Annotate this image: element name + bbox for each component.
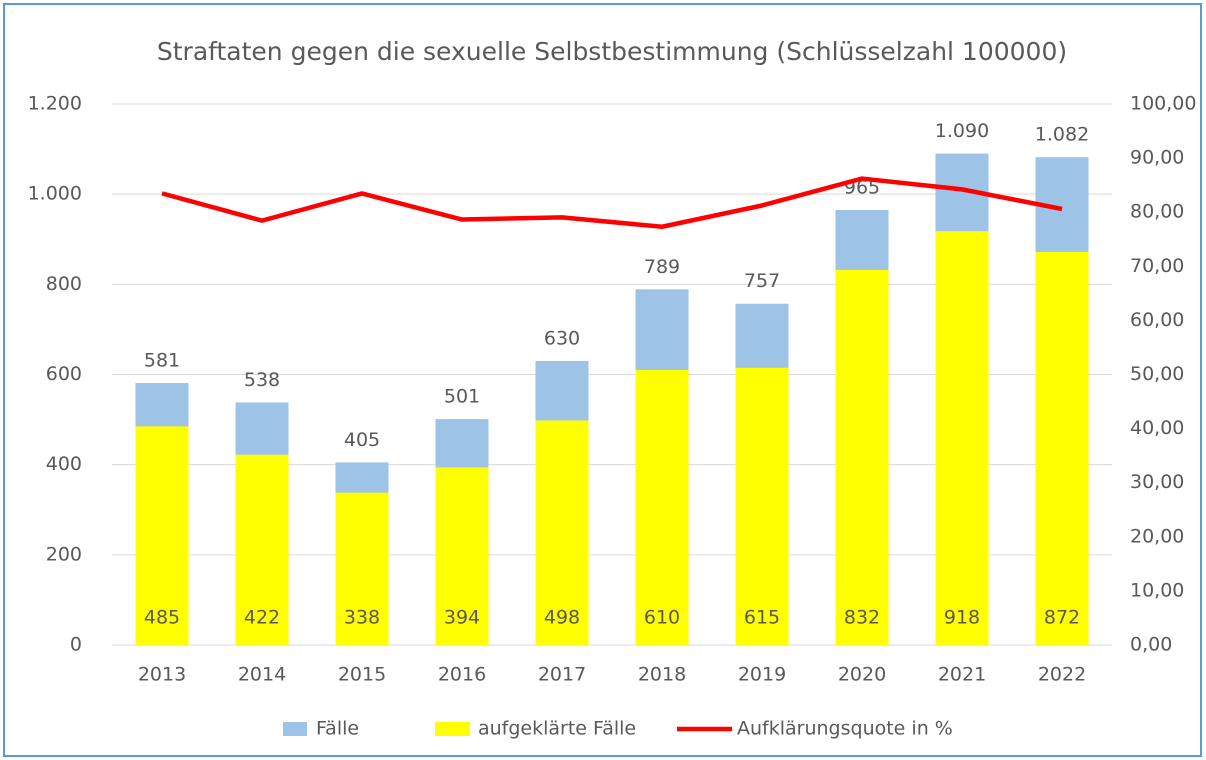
- bar: [835, 269, 889, 645]
- bar: [435, 467, 489, 645]
- y-tick-label: 400: [46, 453, 82, 475]
- y-tick-label: 1.200: [28, 93, 82, 115]
- bar-value-label: 338: [344, 607, 380, 629]
- y2-tick-label: 70,00: [1130, 255, 1184, 277]
- x-tick-label: 2019: [738, 664, 786, 686]
- bar-value-label: 498: [544, 607, 580, 629]
- x-tick-label: 2014: [238, 664, 286, 686]
- bar-value-label: 918: [944, 607, 980, 629]
- bar: [535, 420, 589, 645]
- bar-value-label: 789: [644, 256, 680, 278]
- x-tick-label: 2022: [1038, 664, 1086, 686]
- bar-value-label: 405: [344, 429, 380, 451]
- y-tick-label: 0: [70, 634, 82, 656]
- bar: [235, 454, 289, 645]
- bar: [635, 369, 689, 645]
- bar-value-label: 630: [544, 327, 580, 349]
- y-tick-label: 1.000: [28, 183, 82, 205]
- legend-label: Fälle: [316, 718, 359, 740]
- bar: [335, 492, 389, 645]
- bar-value-label: 581: [144, 350, 180, 372]
- x-tick-label: 2020: [838, 664, 886, 686]
- bar-value-label: 872: [1044, 607, 1080, 629]
- y2-tick-label: 60,00: [1130, 309, 1184, 331]
- y2-tick-label: 20,00: [1130, 525, 1184, 547]
- y2-tick-label: 10,00: [1130, 579, 1184, 601]
- x-tick-label: 2021: [938, 664, 986, 686]
- legend-swatch: [435, 722, 470, 736]
- bar: [135, 426, 189, 645]
- bar-value-label: 757: [744, 270, 780, 292]
- bar-value-label: 610: [644, 607, 680, 629]
- y-tick-label: 200: [46, 543, 82, 565]
- bar-value-label: 1.090: [935, 120, 989, 142]
- bar-value-label: 422: [244, 607, 280, 629]
- y2-tick-label: 100,00: [1130, 93, 1196, 115]
- y2-tick-label: 30,00: [1130, 471, 1184, 493]
- bar-value-label: 485: [144, 607, 180, 629]
- bar: [1035, 251, 1089, 645]
- y2-tick-label: 0,00: [1130, 634, 1172, 656]
- x-tick-label: 2016: [438, 664, 486, 686]
- chart-frame: [3, 3, 1202, 757]
- x-tick-label: 2013: [138, 664, 186, 686]
- legend-swatch: [283, 722, 307, 736]
- bar-value-label: 1.082: [1035, 124, 1089, 146]
- y2-tick-label: 40,00: [1130, 417, 1184, 439]
- bar: [735, 367, 789, 645]
- y-tick-label: 800: [46, 273, 82, 295]
- bar-value-label: 538: [244, 369, 280, 391]
- bar: [935, 231, 989, 645]
- y2-tick-label: 90,00: [1130, 147, 1184, 169]
- legend-label: aufgeklärte Fälle: [478, 718, 636, 740]
- y2-tick-label: 80,00: [1130, 201, 1184, 223]
- bar-value-label: 501: [444, 386, 480, 408]
- y2-tick-label: 50,00: [1130, 363, 1184, 385]
- bar-value-label: 832: [844, 607, 880, 629]
- chart-title: Straftaten gegen die sexuelle Selbstbest…: [157, 37, 1067, 66]
- y-tick-label: 600: [46, 363, 82, 385]
- bar-value-label: 615: [744, 607, 780, 629]
- x-tick-label: 2015: [338, 664, 386, 686]
- x-tick-label: 2017: [538, 664, 586, 686]
- legend-label: Aufklärungsquote in %: [737, 718, 953, 740]
- x-tick-label: 2018: [638, 664, 686, 686]
- line-series: [161, 176, 1063, 230]
- bar-value-label: 394: [444, 607, 480, 629]
